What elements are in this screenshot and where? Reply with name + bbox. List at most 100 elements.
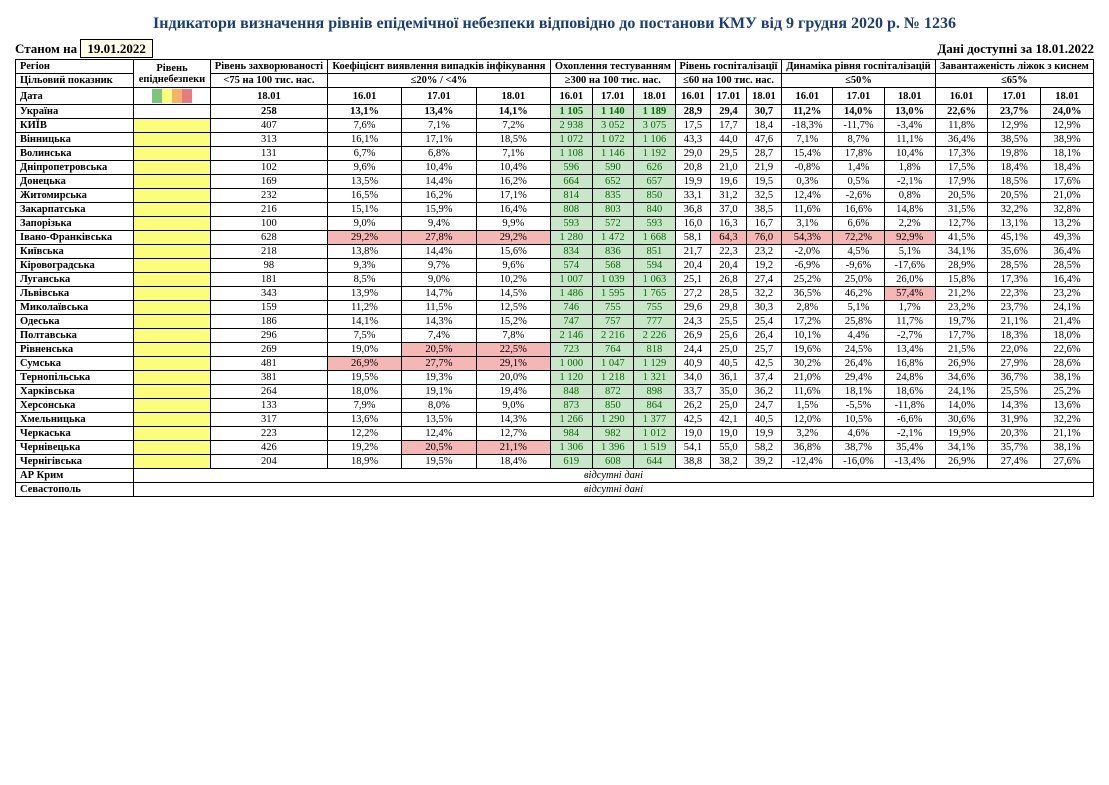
hospdyn-cell: 0,8% — [884, 189, 935, 203]
table-row: Львівська34313,9%14,7%14,5%1 4861 5951 7… — [16, 287, 1094, 301]
hospdyn-cell: 0,3% — [782, 175, 833, 189]
incidence-cell: 131 — [211, 147, 328, 161]
testing-cell: 596 — [551, 161, 593, 175]
incidence-cell: 232 — [211, 189, 328, 203]
hospdyn-cell: 25,8% — [833, 315, 884, 329]
hosp-cell: 64,3 — [711, 231, 746, 245]
h-danger: Рівень епіднебезпеки — [134, 60, 211, 88]
oxygen-cell: 25,2% — [1041, 385, 1094, 399]
testing-cell: 1 218 — [592, 371, 634, 385]
detection-cell: 7,6% — [327, 119, 401, 133]
oxygen-cell: 25,5% — [988, 385, 1041, 399]
detection-cell: 16,4% — [476, 203, 550, 217]
hospdyn-cell: 36,5% — [782, 287, 833, 301]
table-row: Тернопільська38119,5%19,3%20,0%1 1201 21… — [16, 371, 1094, 385]
detection-cell: 26,9% — [327, 357, 401, 371]
detection-cell: 7,9% — [327, 399, 401, 413]
danger-cell — [134, 399, 211, 413]
hospdyn-cell: 92,9% — [884, 231, 935, 245]
oxygen-cell: 36,4% — [935, 133, 988, 147]
hospdyn-cell: -0,8% — [782, 161, 833, 175]
testing-cell: 1 290 — [592, 413, 634, 427]
detection-cell: 15,1% — [327, 203, 401, 217]
detection-cell: 22,5% — [476, 343, 550, 357]
indicators-table: Регіон Рівень епіднебезпеки Рівень захво… — [15, 59, 1094, 497]
region-name: Дніпропетровська — [16, 161, 134, 175]
incidence-cell: 269 — [211, 343, 328, 357]
region-name: Донецька — [16, 175, 134, 189]
detection-cell: 20,0% — [476, 371, 550, 385]
danger-cell — [134, 315, 211, 329]
hosp-cell: 38,8 — [675, 455, 710, 469]
hosp-cell: 21,9 — [746, 161, 782, 175]
d-h2: 17.01 — [711, 88, 746, 105]
testing-cell: 574 — [551, 259, 593, 273]
hospdyn-cell: 36,8% — [782, 441, 833, 455]
hosp-cell: 16,3 — [711, 217, 746, 231]
hospdyn-cell: 26,4% — [833, 357, 884, 371]
testing-cell: 619 — [551, 455, 593, 469]
hospdyn-cell: 16,6% — [833, 203, 884, 217]
h-detection: Коефіцієнт виявлення випадків інфікуванн… — [327, 60, 550, 74]
testing-cell: 808 — [551, 203, 593, 217]
oxygen-cell: 32,2% — [988, 203, 1041, 217]
detection-cell: 13,1% — [327, 105, 401, 119]
hospdyn-cell: 11,6% — [782, 385, 833, 399]
oxygen-cell: 15,8% — [935, 273, 988, 287]
hospdyn-cell: 14,0% — [833, 105, 884, 119]
testing-cell: 1 189 — [634, 105, 676, 119]
detection-cell: 15,2% — [476, 315, 550, 329]
oxygen-cell: 21,1% — [988, 315, 1041, 329]
detection-cell: 29,2% — [327, 231, 401, 245]
oxygen-cell: 26,9% — [935, 357, 988, 371]
detection-cell: 11,5% — [402, 301, 476, 315]
detection-cell: 17,1% — [402, 133, 476, 147]
hosp-cell: 29,4 — [711, 105, 746, 119]
hospdyn-cell: 38,7% — [833, 441, 884, 455]
region-name: Черкаська — [16, 427, 134, 441]
h-region: Регіон — [16, 60, 134, 74]
oxygen-cell: 12,7% — [935, 217, 988, 231]
danger-cell — [134, 441, 211, 455]
testing-cell: 594 — [634, 259, 676, 273]
h-hospdyn: Динаміка рівня госпіталізацій — [782, 60, 936, 74]
hosp-cell: 47,6 — [746, 133, 782, 147]
region-name: Вінницька — [16, 133, 134, 147]
d-o3: 18.01 — [1041, 88, 1094, 105]
detection-cell: 9,6% — [327, 161, 401, 175]
region-name: Тернопільська — [16, 371, 134, 385]
testing-cell: 898 — [634, 385, 676, 399]
detection-cell: 9,4% — [402, 217, 476, 231]
testing-cell: 3 052 — [592, 119, 634, 133]
detection-cell: 9,6% — [476, 259, 550, 273]
detection-cell: 8,5% — [327, 273, 401, 287]
hosp-cell: 42,5 — [746, 357, 782, 371]
hospdyn-cell: 2,8% — [782, 301, 833, 315]
oxygen-cell: 17,6% — [1041, 175, 1094, 189]
d-h3: 18.01 — [746, 88, 782, 105]
testing-cell: 1 192 — [634, 147, 676, 161]
incidence-cell: 100 — [211, 217, 328, 231]
detection-cell: 6,7% — [327, 147, 401, 161]
testing-cell: 2 226 — [634, 329, 676, 343]
hosp-cell: 28,9 — [675, 105, 710, 119]
danger-cell — [134, 203, 211, 217]
testing-cell: 1 012 — [634, 427, 676, 441]
hospdyn-cell: 25,2% — [782, 273, 833, 287]
hosp-cell: 58,1 — [675, 231, 710, 245]
hosp-cell: 19,5 — [746, 175, 782, 189]
hospdyn-cell: 4,4% — [833, 329, 884, 343]
detection-cell: 16,1% — [327, 133, 401, 147]
testing-cell: 746 — [551, 301, 593, 315]
oxygen-cell: 24,1% — [935, 385, 988, 399]
t-test: ≥300 на 100 тис. нас. — [551, 74, 676, 88]
hosp-cell: 19,2 — [746, 259, 782, 273]
page-title: Індикатори визначення рівнів епідемічної… — [15, 15, 1094, 33]
detection-cell: 14,1% — [476, 105, 550, 119]
testing-cell: 851 — [634, 245, 676, 259]
hospdyn-cell: -11,8% — [884, 399, 935, 413]
danger-cell — [134, 287, 211, 301]
hosp-cell: 54,1 — [675, 441, 710, 455]
danger-cell — [134, 273, 211, 287]
danger-cell — [134, 329, 211, 343]
